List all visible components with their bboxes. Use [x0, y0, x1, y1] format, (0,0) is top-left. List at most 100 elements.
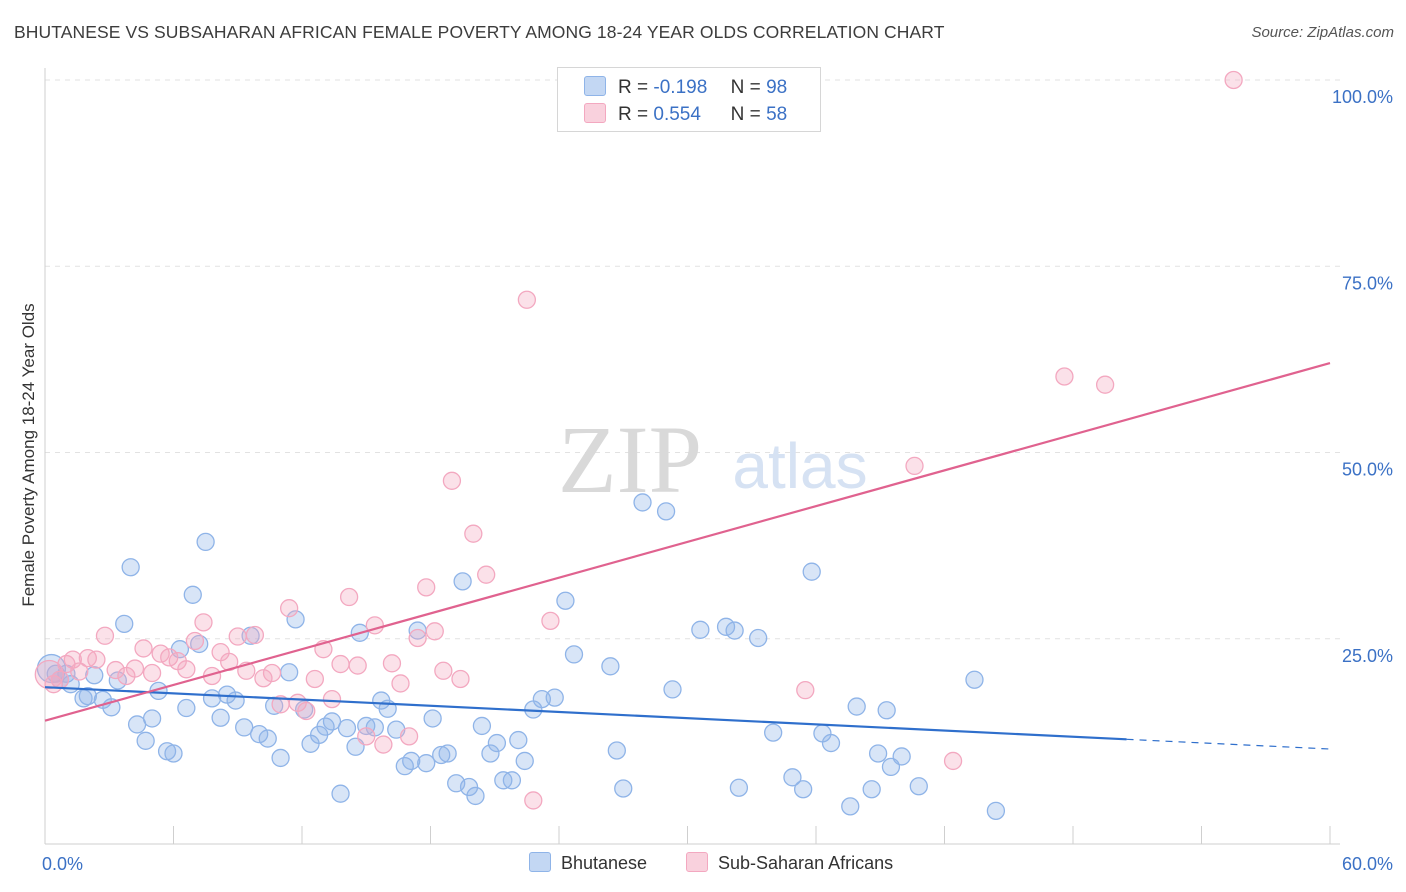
data-point: [509, 730, 528, 750]
data-point: [245, 625, 265, 645]
data-point: [1224, 70, 1243, 90]
data-point: [802, 562, 821, 581]
data-point: [262, 663, 282, 683]
data-point: [142, 709, 162, 728]
data-point: [556, 591, 575, 610]
data-point: [235, 718, 254, 737]
legend-r-value: 0.554: [653, 104, 701, 125]
legend-label-bhutanese: Bhutanese: [561, 853, 648, 873]
data-point: [877, 701, 896, 720]
y-tick-label: 50.0%: [1342, 460, 1393, 480]
data-point: [228, 627, 247, 646]
data-point: [417, 754, 436, 773]
data-point: [331, 654, 350, 674]
data-point: [1095, 375, 1115, 394]
legend-swatch-subsaharan: [686, 852, 708, 872]
data-point: [909, 777, 928, 796]
data-point: [986, 801, 1006, 820]
data-point: [322, 689, 342, 709]
data-point: [211, 708, 230, 727]
data-point: [614, 779, 633, 798]
data-point: [451, 669, 470, 689]
data-point: [348, 656, 367, 675]
data-point: [464, 524, 483, 543]
legend-n-label: N =: [730, 104, 761, 125]
data-point: [279, 663, 299, 682]
data-point: [943, 751, 963, 771]
data-point: [453, 572, 472, 591]
data-point: [391, 674, 410, 693]
data-point: [357, 727, 376, 746]
data-point: [115, 614, 134, 633]
bottom-legend-bhutanese: Bhutanese: [529, 852, 647, 874]
data-point: [202, 689, 222, 708]
data-point: [425, 622, 444, 641]
legend-n-value: 58: [766, 104, 788, 125]
data-point: [286, 610, 305, 629]
data-point: [905, 456, 924, 476]
data-point: [402, 751, 421, 771]
data-point: [194, 613, 213, 632]
legend-row-bhutanese: R = -0.198 N = 98: [584, 76, 787, 99]
subsaharan-points: [34, 70, 1243, 810]
trend-line: [44, 362, 1331, 722]
data-point: [374, 735, 393, 754]
data-point: [764, 723, 783, 742]
data-point: [472, 716, 492, 736]
y-tick-label: 100.0%: [1332, 87, 1393, 107]
data-point: [524, 791, 543, 810]
chart-source: Source: ZipAtlas.com: [1251, 24, 1394, 41]
data-point: [541, 611, 560, 631]
data-point: [305, 669, 325, 689]
legend-r-value: -0.198: [653, 77, 708, 98]
data-point: [466, 786, 485, 806]
legend-n-value: 98: [766, 77, 788, 98]
data-point: [432, 745, 451, 765]
data-point: [423, 709, 442, 728]
watermark: ZIP atlas: [558, 406, 868, 513]
data-point: [892, 747, 911, 766]
data-point: [125, 659, 145, 678]
data-point: [477, 565, 496, 584]
data-point: [656, 502, 676, 521]
gridlines: [45, 79, 1340, 640]
data-point: [95, 626, 115, 645]
y-tick-label: 25.0%: [1342, 646, 1393, 666]
data-point: [254, 669, 273, 688]
data-point: [331, 784, 350, 803]
data-point: [459, 777, 479, 797]
data-point: [279, 599, 299, 618]
data-point: [663, 680, 682, 699]
data-point: [502, 771, 522, 790]
legend-r-label: R =: [618, 77, 649, 98]
data-point: [164, 744, 183, 763]
data-point: [136, 731, 155, 750]
data-point: [196, 532, 215, 552]
axes: [44, 68, 1340, 845]
data-point: [725, 621, 744, 640]
tick-labels: 25.0% 50.0% 75.0% 100.0% 0.0% 60.0%: [42, 87, 1393, 874]
data-point: [399, 727, 419, 746]
data-point: [34, 659, 64, 690]
data-point: [177, 698, 196, 718]
data-point: [134, 639, 153, 658]
data-point: [515, 751, 534, 771]
data-point: [322, 712, 342, 731]
data-point: [729, 778, 749, 797]
data-point: [481, 744, 500, 763]
data-point: [434, 661, 453, 680]
data-point: [408, 628, 427, 648]
data-point: [821, 733, 841, 753]
legend-row-subsaharan: R = 0.554 N = 58: [584, 103, 787, 126]
data-point: [87, 650, 106, 669]
data-point: [271, 748, 290, 768]
data-point: [226, 691, 245, 710]
data-point: [297, 701, 316, 721]
data-point: [965, 670, 984, 689]
data-point: [487, 733, 507, 753]
data-point: [633, 493, 652, 512]
data-point: [796, 681, 815, 700]
x-tick-label: 0.0%: [42, 854, 83, 874]
trend-line: [44, 686, 1127, 741]
data-point: [438, 744, 457, 763]
